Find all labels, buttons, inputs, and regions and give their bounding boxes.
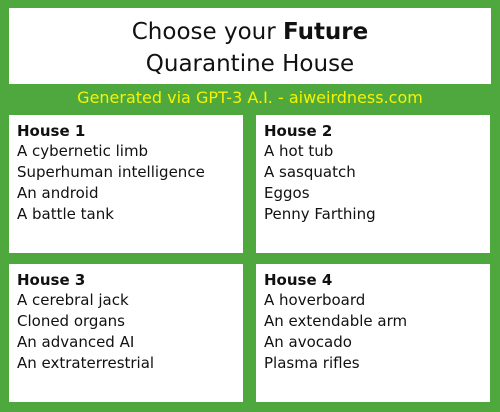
title-prefix: Choose your <box>131 19 283 45</box>
house-item: A cybernetic limb <box>17 142 149 160</box>
house-items: A hot tub A sasquatch Eggos Penny Farthi… <box>264 141 482 225</box>
house-title: House 4 <box>264 271 333 289</box>
house-item: Eggos <box>264 184 310 202</box>
house-item: A sasquatch <box>264 163 356 181</box>
title-emphasis: Future <box>283 19 369 45</box>
house-item: An avocado <box>264 333 352 351</box>
page-title: Choose your Future <box>9 18 491 46</box>
house-card-3: House 3 A cerebral jack Cloned organs An… <box>9 264 243 402</box>
house-title: House 2 <box>264 122 333 140</box>
credit-text: Generated via GPT-3 A.I. - aiweirdness.c… <box>77 88 423 107</box>
house-item: An android <box>17 184 99 202</box>
house-card-2: House 2 A hot tub A sasquatch Eggos Penn… <box>256 115 490 253</box>
house-item: Plasma rifles <box>264 354 360 372</box>
house-card-4: House 4 A hoverboard An extendable arm A… <box>256 264 490 402</box>
house-items: A cybernetic limb Superhuman intelligenc… <box>17 141 235 225</box>
house-item: Penny Farthing <box>264 205 376 223</box>
house-item: An advanced AI <box>17 333 135 351</box>
house-title: House 3 <box>17 271 86 289</box>
house-item: A hoverboard <box>264 291 366 309</box>
page-subtitle: Quarantine House <box>145 51 355 77</box>
house-title: House 1 <box>17 122 86 140</box>
house-item: A battle tank <box>17 205 114 223</box>
house-item: Superhuman intelligence <box>17 163 205 181</box>
house-item: Cloned organs <box>17 312 125 330</box>
house-item: A cerebral jack <box>17 291 129 309</box>
house-item: An extraterrestrial <box>17 354 155 372</box>
header-box: Choose your Future Quarantine House <box>9 8 491 84</box>
house-card-1: House 1 A cybernetic limb Superhuman int… <box>9 115 243 253</box>
house-items: A hoverboard An extendable arm An avocad… <box>264 290 482 374</box>
house-item: A hot tub <box>264 142 334 160</box>
house-items: A cerebral jack Cloned organs An advance… <box>17 290 235 374</box>
house-item: An extendable arm <box>264 312 408 330</box>
